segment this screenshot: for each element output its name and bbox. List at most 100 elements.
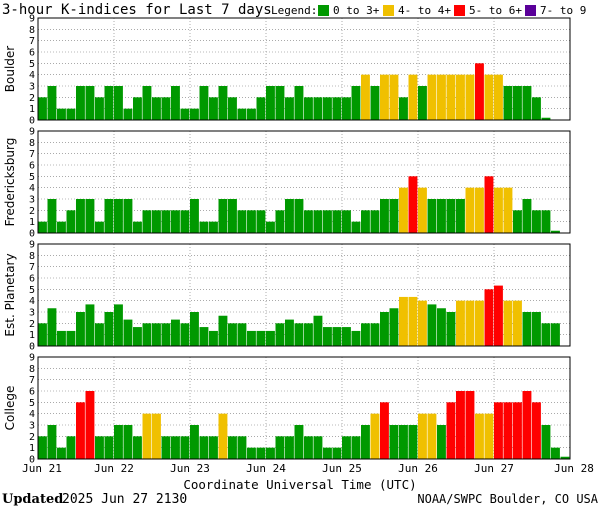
k-index-bar [484, 74, 494, 120]
legend-swatch [525, 5, 536, 16]
k-index-bar [323, 447, 332, 459]
k-index-bar [370, 86, 380, 120]
k-index-bar [256, 330, 266, 346]
k-index-bar [85, 199, 95, 233]
k-index-bar [294, 425, 304, 459]
panel-label: Fredericksburg [3, 138, 17, 227]
k-index-bar [256, 210, 266, 233]
k-index-bar [209, 97, 218, 120]
y-tick-label: 7 [29, 149, 35, 160]
k-index-bar [332, 447, 342, 459]
k-index-bar [190, 199, 199, 233]
k-index-bar [228, 199, 237, 233]
k-index-bar [95, 436, 104, 459]
k-index-bar [541, 117, 551, 120]
k-index-bar [446, 312, 456, 346]
y-tick-label: 9 [29, 14, 35, 25]
k-index-bar [532, 210, 541, 233]
k-index-bar [475, 300, 484, 346]
k-index-bar [522, 312, 532, 346]
k-index-bar [266, 86, 275, 120]
k-index-bar [47, 199, 57, 233]
k-index-bar [389, 308, 399, 346]
y-tick-label: 1 [29, 104, 35, 115]
k-index-bar [304, 210, 313, 233]
k-index-bar [313, 315, 323, 346]
x-tick-label: Jun 26 [398, 462, 438, 475]
k-index-bar [370, 323, 380, 346]
k-index-bar [85, 86, 95, 120]
k-index-bar [247, 210, 256, 233]
y-tick-label: 9 [29, 353, 35, 364]
y-tick-label: 0 [29, 342, 35, 353]
k-index-bar [133, 436, 142, 459]
k-index-bar [304, 97, 313, 120]
k-index-bar [484, 289, 494, 346]
y-tick-label: 0 [29, 455, 35, 466]
k-index-bar [199, 327, 209, 346]
k-index-bar [361, 210, 370, 233]
k-index-bar [76, 402, 85, 459]
k-index-bar [551, 230, 560, 233]
x-axis-label: Coordinate Universal Time (UTC) [183, 477, 416, 492]
k-index-bar [522, 391, 532, 459]
y-tick-label: 8 [29, 138, 35, 149]
k-index-bar [503, 86, 513, 120]
k-index-bar [142, 323, 152, 346]
k-index-bar [532, 402, 541, 459]
k-index-bar [57, 330, 66, 346]
panel-label: College [3, 386, 17, 431]
k-index-bar [237, 436, 247, 459]
k-index-bar [47, 86, 57, 120]
k-index-bar [114, 86, 123, 120]
k-index-bar [408, 74, 418, 120]
k-index-bar [237, 323, 247, 346]
k-index-bar [209, 330, 218, 346]
k-index-bar [218, 199, 228, 233]
k-index-bar [503, 187, 513, 233]
y-tick-label: 9 [29, 240, 35, 251]
k-index-bar [237, 210, 247, 233]
k-index-bar [370, 413, 380, 459]
k-index-bar [133, 97, 142, 120]
k-index-bar [332, 327, 342, 346]
k-index-bar [541, 210, 551, 233]
legend-entry: 5- to 6+ [469, 4, 522, 17]
k-index-bar [437, 74, 446, 120]
k-index-bar [104, 312, 114, 346]
k-index-bar [95, 221, 104, 233]
k-index-bar [408, 176, 418, 233]
k-index-bar [285, 97, 294, 120]
k-index-bar [323, 210, 332, 233]
k-index-bar [152, 413, 161, 459]
y-tick-label: 3 [29, 421, 35, 432]
k-index-bar [361, 323, 370, 346]
k-index-bar [389, 74, 399, 120]
k-index-bar [465, 300, 475, 346]
k-index-bar [171, 319, 180, 346]
k-index-bar [408, 296, 418, 346]
k-index-bar [456, 74, 465, 120]
updated-label: Updated [2, 492, 63, 507]
k-index-bar [161, 323, 171, 346]
k-index-bar [465, 187, 475, 233]
k-index-bar [180, 108, 190, 120]
updated-value: 2025 Jun 27 2130 [62, 492, 187, 507]
k-index-bar [465, 391, 475, 459]
k-index-bar [114, 425, 123, 459]
k-index-bar [95, 97, 104, 120]
k-index-bar [161, 210, 171, 233]
k-index-bar [247, 108, 256, 120]
legend-label: Legend: [271, 4, 317, 17]
k-index-bar [446, 199, 456, 233]
k-index-bar [513, 300, 522, 346]
k-index-bar [380, 312, 389, 346]
k-index-bar [551, 323, 560, 346]
k-index-bar [475, 187, 484, 233]
k-index-bar [76, 312, 85, 346]
panel-border [37, 17, 571, 121]
x-tick-label: Jun 28 [554, 462, 594, 475]
k-index-bar [38, 221, 47, 233]
k-index-bar [560, 456, 570, 459]
